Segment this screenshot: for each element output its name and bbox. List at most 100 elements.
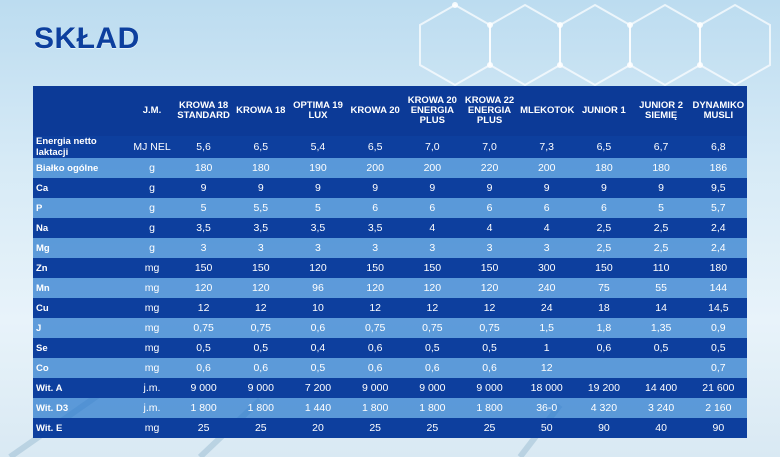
value-cell: 18: [575, 298, 633, 318]
row-label: Na: [33, 218, 129, 238]
value-cell: 19 200: [575, 378, 633, 398]
value-cell: 12: [460, 298, 519, 318]
table-row: Co mg 0,6 0,6 0,5 0,6 0,6 0,6 12 0,7: [33, 358, 747, 378]
value-cell: 120: [175, 278, 233, 298]
table-row: Se mg 0,5 0,5 0,4 0,6 0,5 0,5 1 0,6 0,5 0,5: [33, 338, 747, 358]
value-cell: 0,5: [232, 338, 290, 358]
value-cell: 7,0: [460, 136, 519, 158]
value-cell: 0,5: [403, 338, 461, 358]
value-cell: 6: [575, 198, 633, 218]
composition-table: J.M. KROWA 18 STANDARD KROWA 18 OPTIMA 19 L…: [33, 86, 747, 438]
unit-cell: g: [129, 218, 175, 238]
value-cell: 9: [232, 178, 290, 198]
value-cell: 3 240: [632, 398, 690, 418]
value-cell: 200: [403, 158, 461, 178]
value-cell: 2,5: [575, 218, 633, 238]
row-label: Cu: [33, 298, 129, 318]
value-cell: 0,7: [689, 358, 747, 378]
value-cell: 0,6: [175, 358, 233, 378]
value-cell: 14,5: [689, 298, 747, 318]
unit-cell: g: [129, 178, 175, 198]
value-cell: 96: [289, 278, 347, 298]
value-cell: 0,5: [460, 338, 519, 358]
row-label: J: [33, 318, 129, 338]
value-cell: 12: [403, 298, 461, 318]
row-label: Wit. A: [33, 378, 129, 398]
value-cell: 9: [403, 178, 461, 198]
value-cell: 10: [289, 298, 347, 318]
value-cell: 3: [403, 238, 461, 258]
value-cell: 144: [689, 278, 747, 298]
value-cell: 190: [289, 158, 347, 178]
value-cell: 0,75: [232, 318, 290, 338]
table-row: Wit. D3 j.m. 1 800 1 800 1 440 1 800 1 800 1 80…: [33, 398, 747, 418]
value-cell: 1 800: [175, 398, 233, 418]
value-cell: 2 160: [689, 398, 747, 418]
value-cell: 3,5: [289, 218, 347, 238]
value-cell: 3: [518, 238, 576, 258]
value-cell: 0,75: [346, 318, 404, 338]
value-cell: 110: [632, 258, 690, 278]
value-cell: 0,6: [346, 338, 404, 358]
value-cell: 120: [346, 278, 404, 298]
value-cell: 21 600: [689, 378, 747, 398]
row-label: Mn: [33, 278, 129, 298]
value-cell: 90: [575, 418, 633, 438]
value-cell: 9: [460, 178, 519, 198]
unit-cell: g: [129, 238, 175, 258]
value-cell: 0,5: [289, 358, 347, 378]
row-label: Energia netto laktacji: [33, 136, 129, 158]
value-cell: 36-0: [518, 398, 576, 418]
value-cell: 6: [518, 198, 576, 218]
value-cell: 150: [460, 258, 519, 278]
table-row: Cu mg 12 12 10 12 12 12 24 18 14 14,5: [33, 298, 747, 318]
value-cell: 6,5: [575, 136, 633, 158]
value-cell: 50: [518, 418, 576, 438]
value-cell: 7,0: [403, 136, 461, 158]
value-cell: 12: [175, 298, 233, 318]
value-cell: 2,5: [632, 218, 690, 238]
value-cell: 0,6: [346, 358, 404, 378]
table-row: Mn mg 120 120 96 120 120 120 240 75 55 144: [33, 278, 747, 298]
value-cell: 12: [232, 298, 290, 318]
value-cell: 1 800: [403, 398, 461, 418]
unit-cell: mg: [129, 258, 175, 278]
value-cell: 9 000: [346, 378, 404, 398]
table-row: Ca g 9 9 9 9 9 9 9 9 9 9,5: [33, 178, 747, 198]
value-cell: 2,4: [689, 238, 747, 258]
value-cell: 5: [632, 198, 690, 218]
value-cell: 0,75: [403, 318, 461, 338]
value-cell: 5,5: [232, 198, 290, 218]
value-cell: 5,4: [289, 136, 347, 158]
value-cell: 5,7: [689, 198, 747, 218]
table-header-row: J.M. KROWA 18 STANDARD KROWA 18 OPTIMA 19 L…: [33, 86, 747, 136]
value-cell: 0,4: [289, 338, 347, 358]
value-cell: 120: [289, 258, 347, 278]
value-cell: 7 200: [289, 378, 347, 398]
row-label: Se: [33, 338, 129, 358]
value-cell: 5: [175, 198, 233, 218]
value-cell: 25: [403, 418, 461, 438]
value-cell: 24: [518, 298, 576, 318]
unit-cell: mg: [129, 338, 175, 358]
unit-cell: MJ NEL: [129, 136, 175, 158]
unit-cell: mg: [129, 358, 175, 378]
value-cell: 0,5: [175, 338, 233, 358]
value-cell: 1,8: [575, 318, 633, 338]
value-cell: 4: [403, 218, 461, 238]
value-cell: 90: [689, 418, 747, 438]
unit-cell: j.m.: [129, 398, 175, 418]
value-cell: 25: [232, 418, 290, 438]
value-cell: 0,75: [175, 318, 233, 338]
value-cell: 6: [460, 198, 519, 218]
value-cell: 150: [175, 258, 233, 278]
value-cell: 120: [232, 278, 290, 298]
value-cell: 1 800: [460, 398, 519, 418]
value-cell: 25: [175, 418, 233, 438]
value-cell: 0,6: [460, 358, 519, 378]
value-cell: 6,7: [632, 136, 690, 158]
value-cell: 300: [518, 258, 576, 278]
